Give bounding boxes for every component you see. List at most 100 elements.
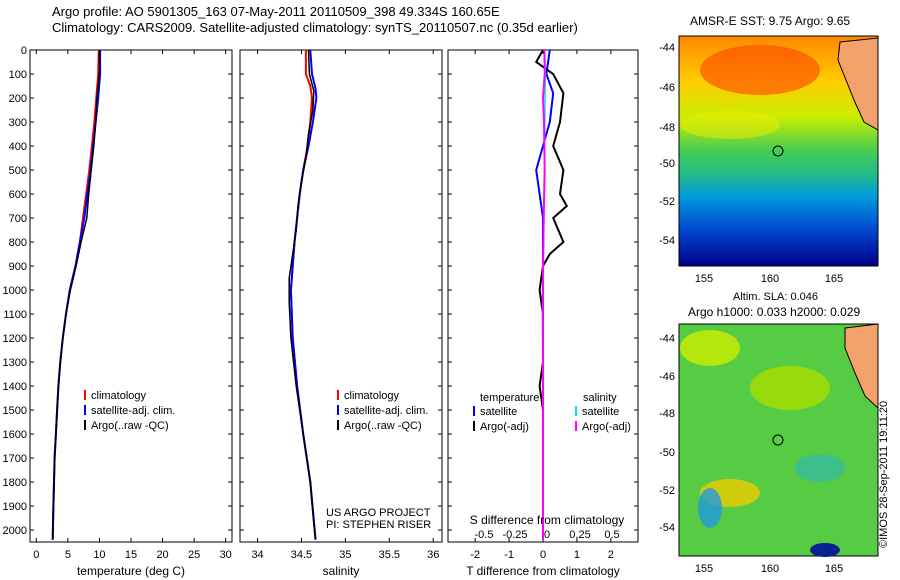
y-tick-label: 1300 bbox=[3, 357, 27, 369]
x-tick-label: 0 bbox=[33, 549, 39, 561]
page-subtitle: Climatology: CARS2009. Satellite-adjuste… bbox=[52, 20, 578, 35]
profile-panel-2: 34 34.5 35 35.5 36 salinity bbox=[239, 49, 443, 578]
y-tick-label: 1700 bbox=[3, 453, 27, 465]
top-x-tick-label: 0 bbox=[544, 529, 550, 541]
y-tick-label: 500 bbox=[9, 165, 27, 177]
x-tick-label: 15 bbox=[125, 549, 137, 561]
y-tick-label: 1100 bbox=[3, 309, 27, 321]
sla-ytick: -44 bbox=[659, 333, 675, 345]
profile-panel-1: 0100200300400500600700800900100011001200… bbox=[3, 45, 233, 578]
x-tick-label: -1 bbox=[504, 549, 514, 561]
legend-label: satellite bbox=[480, 406, 517, 418]
legend-title: salinity bbox=[583, 392, 617, 404]
coastline bbox=[837, 37, 879, 131]
x-tick-label: 5 bbox=[65, 549, 71, 561]
sla-xtick: 165 bbox=[825, 563, 843, 575]
legend-label: Argo(-adj) bbox=[582, 421, 631, 433]
x-tick-label: 35.5 bbox=[379, 549, 400, 561]
project-annotation: US ARGO PROJECT bbox=[326, 507, 431, 519]
x-tick-label: 34.5 bbox=[291, 549, 312, 561]
y-tick-label: 600 bbox=[9, 189, 27, 201]
y-tick-label: 900 bbox=[9, 261, 27, 273]
y-tick-label: 0 bbox=[21, 45, 27, 57]
plot-frame bbox=[29, 49, 233, 543]
y-tick-label: 1200 bbox=[3, 333, 27, 345]
profile-panel-3: -2 -1 0 1 2 T difference from climatology bbox=[447, 49, 639, 578]
y-tick-label: 100 bbox=[9, 69, 27, 81]
y-tick-label: 200 bbox=[9, 93, 27, 105]
y-tick-label: 400 bbox=[9, 141, 27, 153]
argo-location-marker bbox=[772, 145, 784, 157]
y-tick-label: 1900 bbox=[3, 501, 27, 513]
legend-label: Argo(..raw -QC) bbox=[344, 420, 422, 432]
series-line bbox=[288, 49, 317, 540]
x-tick-label: 20 bbox=[156, 549, 168, 561]
sst-map: -44 -46 -48 -50 -52 -54 155 160 165 bbox=[659, 35, 879, 285]
legend-label: satellite bbox=[582, 406, 619, 418]
series-line bbox=[534, 49, 569, 540]
sla-map-title-2: Argo h1000: 0.033 h2000: 0.029 bbox=[688, 305, 861, 319]
x-tick-label: -2 bbox=[470, 549, 480, 561]
sst-ytick: -52 bbox=[659, 196, 675, 208]
series-line bbox=[541, 49, 546, 540]
x-tick-label: 25 bbox=[188, 549, 200, 561]
sla-ytick: -46 bbox=[659, 371, 675, 383]
sla-ytick: -50 bbox=[659, 447, 675, 459]
x-tick-label: 35 bbox=[339, 549, 351, 561]
y-tick-label: 1600 bbox=[3, 429, 27, 441]
series-line bbox=[51, 50, 101, 540]
x-tick-label: 10 bbox=[93, 549, 105, 561]
sla-ytick: -52 bbox=[659, 485, 675, 497]
sst-ytick: -48 bbox=[659, 122, 675, 134]
y-tick-label: 700 bbox=[9, 213, 27, 225]
legend-title: temperature bbox=[480, 392, 539, 404]
legend-label: satellite-adj. clim. bbox=[91, 405, 175, 417]
x-tick-label: 30 bbox=[220, 549, 232, 561]
sla-xtick: 155 bbox=[695, 563, 713, 575]
x-tick-label: 2 bbox=[608, 549, 614, 561]
sla-ytick: -48 bbox=[659, 408, 675, 420]
page-title: Argo profile: AO 5901305_163 07-May-2011… bbox=[52, 4, 500, 19]
sst-ytick: -46 bbox=[659, 82, 675, 94]
legend-label: Argo(-adj) bbox=[480, 421, 529, 433]
top-x-axis-label: S difference from climatology bbox=[470, 513, 625, 527]
sst-map-title: AMSR-E SST: 9.75 Argo: 9.65 bbox=[690, 14, 851, 28]
top-x-tick-label: -0.5 bbox=[475, 529, 494, 541]
sla-map-title-1: Altim. SLA: 0.046 bbox=[733, 291, 818, 303]
sst-xtick: 165 bbox=[825, 273, 843, 285]
sst-axis-ticks: -44 -46 -48 -50 -52 -54 155 160 165 bbox=[659, 42, 843, 285]
sla-map: -44 -46 -48 -50 -52 -54 155 160 165 bbox=[659, 323, 879, 575]
sst-ytick: -50 bbox=[659, 158, 675, 170]
coastline bbox=[844, 323, 879, 410]
sst-xtick: 160 bbox=[761, 273, 779, 285]
series-line bbox=[51, 50, 102, 540]
series-line bbox=[289, 49, 318, 540]
project-annotation: PI: STEPHEN RISER bbox=[326, 519, 431, 531]
sla-xtick: 160 bbox=[761, 563, 779, 575]
top-x-tick-label: 0.25 bbox=[569, 529, 590, 541]
y-tick-label: 800 bbox=[9, 237, 27, 249]
sst-ytick: -44 bbox=[659, 42, 675, 54]
legend-label: satellite-adj. clim. bbox=[344, 405, 428, 417]
x-tick-label: 34 bbox=[251, 549, 263, 561]
x-axis-label: temperature (deg C) bbox=[77, 564, 185, 578]
legend-label: climatology bbox=[91, 390, 147, 402]
top-x-tick-label: -0.25 bbox=[502, 529, 527, 541]
imos-watermark: ©IMOS 28-Sep-2011 19:11:20 bbox=[878, 400, 890, 548]
x-tick-label: 36 bbox=[427, 549, 439, 561]
y-tick-label: 300 bbox=[9, 117, 27, 129]
argo-location-marker bbox=[772, 434, 784, 446]
y-tick-label: 1000 bbox=[3, 285, 27, 297]
y-tick-label: 2000 bbox=[3, 525, 27, 537]
x-tick-label: 0 bbox=[540, 549, 546, 561]
y-tick-label: 1400 bbox=[3, 381, 27, 393]
sst-ytick: -54 bbox=[659, 235, 675, 247]
x-axis-label: T difference from climatology bbox=[466, 564, 620, 578]
sst-xtick: 155 bbox=[695, 273, 713, 285]
x-tick-label: 1 bbox=[574, 549, 580, 561]
x-axis-label: salinity bbox=[323, 564, 360, 578]
sla-axis-ticks: -44 -46 -48 -50 -52 -54 155 160 165 bbox=[659, 333, 843, 575]
legend-label: climatology bbox=[344, 390, 400, 402]
series-line bbox=[51, 49, 100, 540]
